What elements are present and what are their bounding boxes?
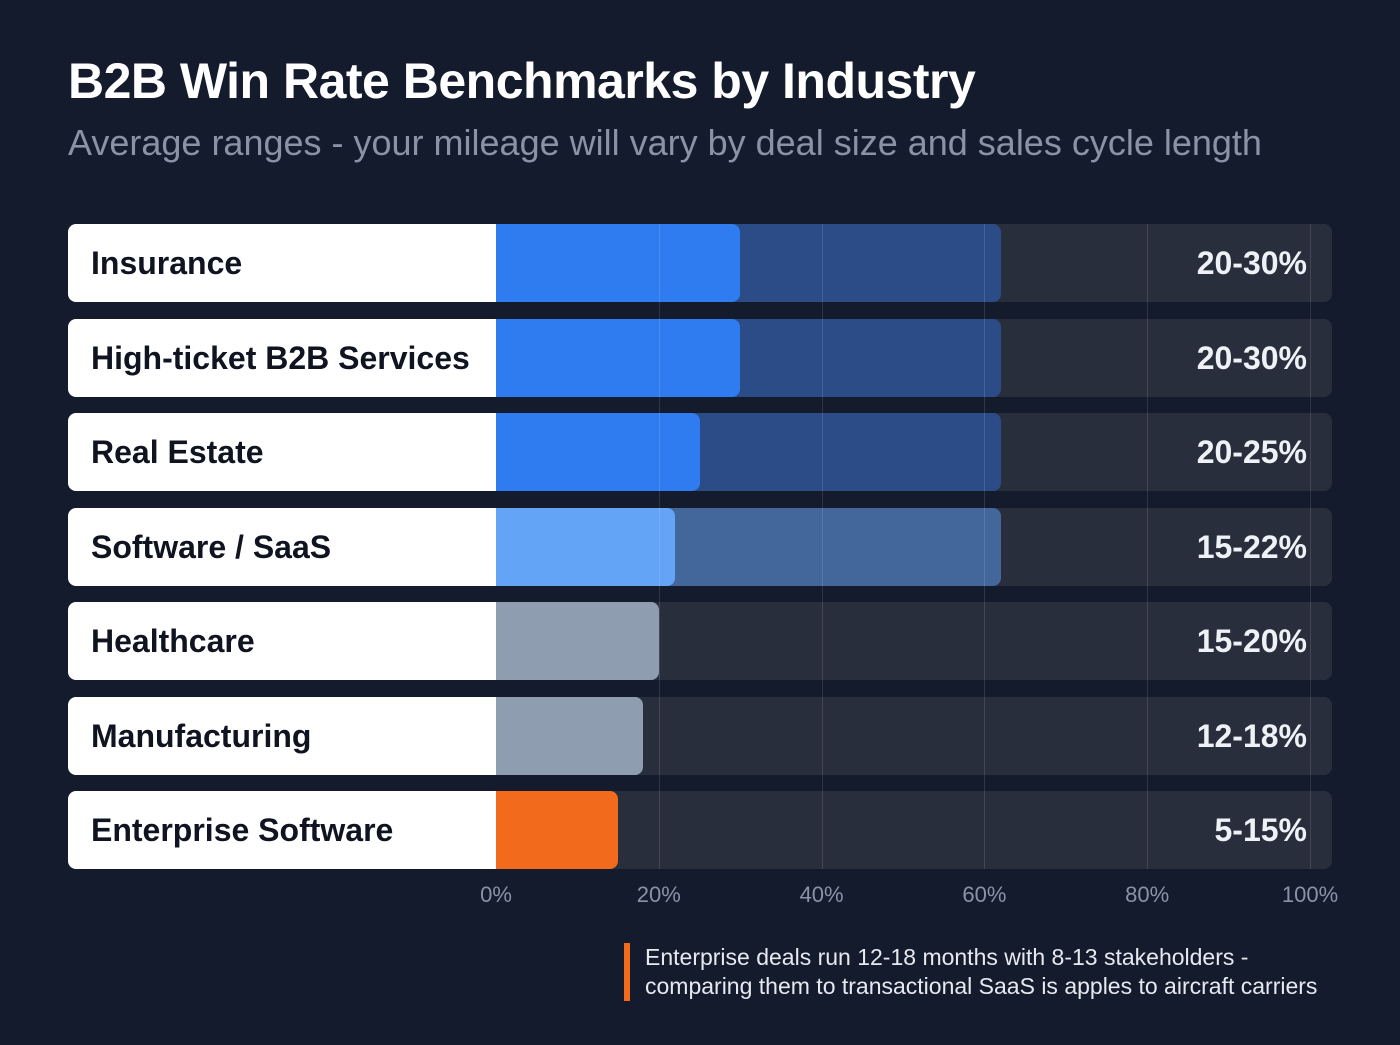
chart-subtitle: Average ranges - your mileage will vary … [68, 122, 1262, 163]
category-label: Healthcare [68, 602, 496, 680]
bar [496, 602, 659, 680]
chart-title: B2B Win Rate Benchmarks by Industry [68, 53, 976, 109]
bar-row: Healthcare 15-20% [68, 602, 1332, 680]
bar-row: Enterprise Software 5-15% [68, 791, 1332, 869]
data-label: 12-18% [1196, 717, 1307, 754]
category-label: Enterprise Software [68, 791, 496, 869]
bar-row: Insurance 20-30% [68, 224, 1332, 302]
category-label: High-ticket B2B Services [68, 318, 496, 397]
data-label: 15-20% [1196, 623, 1307, 659]
category-label: Manufacturing [68, 696, 496, 775]
x-tick-label: 60% [962, 882, 1007, 907]
bar [496, 507, 676, 586]
data-label: 15-22% [1196, 528, 1307, 565]
bar [496, 696, 643, 775]
data-label: 5-15% [1214, 812, 1308, 848]
bar-row: Manufacturing 12-18% [68, 696, 1332, 775]
x-tick-label: 40% [799, 882, 844, 907]
bar-row: High-ticket B2B Services 20-30% [68, 318, 1332, 397]
x-tick-label: 100% [1281, 882, 1339, 907]
x-tick-label: 0% [480, 882, 512, 907]
bar [496, 413, 700, 491]
bar [496, 224, 741, 302]
note-line-1: Enterprise deals run 12-18 months with 8… [645, 944, 1249, 970]
bar-row: Real Estate 20-25% [68, 413, 1332, 491]
data-label: 20-30% [1196, 245, 1307, 281]
gridline [1147, 224, 1149, 869]
gridline [821, 224, 823, 869]
category-label: Software / SaaS [68, 507, 496, 586]
data-label: 20-25% [1196, 434, 1307, 470]
annotation-note: Enterprise deals run 12-18 months with 8… [624, 943, 1317, 1001]
category-label: Real Estate [68, 413, 496, 491]
gridline [658, 224, 660, 869]
bar-row: Software / SaaS 15-22% [68, 507, 1332, 586]
category-label: Insurance [68, 224, 496, 302]
bar [496, 791, 619, 869]
x-tick-label: 80% [1125, 882, 1170, 907]
x-tick-label: 20% [636, 882, 681, 907]
bar [496, 318, 741, 397]
data-label: 20-30% [1196, 339, 1307, 376]
bar-track [496, 791, 1332, 869]
gridline [1310, 224, 1311, 869]
note-line-2: comparing them to transactional SaaS is … [645, 973, 1318, 999]
gridline [984, 224, 986, 869]
